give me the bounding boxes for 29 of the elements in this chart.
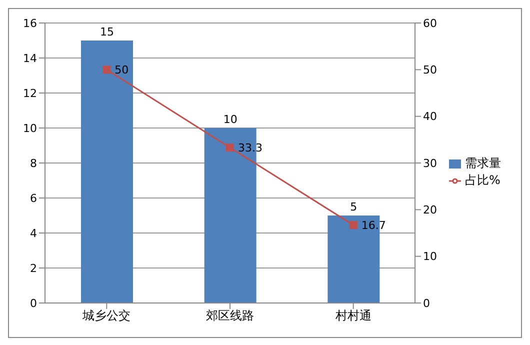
y-tick-label: 12 [23, 86, 37, 100]
y2-tick-label: 40 [423, 110, 437, 124]
y-tick-label: 14 [23, 52, 37, 65]
data-label: 50 [114, 64, 129, 77]
data-label: 5 [350, 200, 358, 214]
y2-tick-label: 30 [423, 156, 437, 170]
y2-tick-label: 50 [423, 64, 437, 77]
y-tick-label: 0 [30, 296, 37, 310]
data-label: 10 [223, 113, 238, 126]
y2-tick-label: 20 [423, 204, 437, 217]
y-tick-label: 2 [30, 262, 37, 275]
y-tick-label: 16 [23, 16, 37, 30]
y2-tick-label: 0 [423, 296, 430, 310]
point [102, 66, 111, 74]
legend-label: 占比% [465, 173, 500, 187]
point [349, 221, 358, 230]
y-tick-label: 4 [30, 226, 37, 240]
bar [81, 40, 133, 303]
point [226, 144, 234, 152]
y2-tick-label: 60 [423, 16, 437, 30]
y2-tick-label: 10 [423, 250, 437, 264]
y-tick-label: 8 [30, 156, 37, 170]
x-tick-label: 村村通 [334, 308, 372, 323]
y-tick-label: 10 [23, 122, 37, 135]
x-tick-label: 郊区线路 [206, 308, 254, 323]
legend-label: 需求量 [465, 156, 501, 170]
y-tick-label: 6 [30, 192, 37, 205]
x-tick-label: 城乡公交 [82, 308, 131, 323]
data-label: 15 [100, 26, 114, 38]
